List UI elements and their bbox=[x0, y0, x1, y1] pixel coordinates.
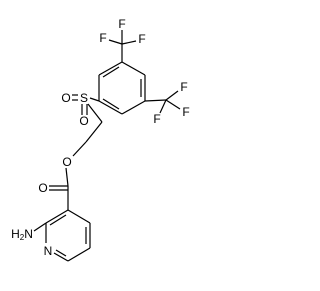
bond bbox=[55, 249, 67, 257]
bond bbox=[165, 99, 181, 110]
atom-label: O bbox=[38, 181, 47, 195]
bond bbox=[53, 252, 69, 262]
atom-label-part: N bbox=[24, 227, 33, 241]
bond bbox=[144, 99, 167, 102]
bond bbox=[85, 121, 103, 143]
atom-label-part: 2 bbox=[20, 233, 25, 242]
atom-label-part: H bbox=[11, 227, 20, 241]
bond bbox=[102, 66, 120, 78]
bond bbox=[102, 98, 120, 110]
atom-label: F bbox=[180, 80, 187, 94]
bond bbox=[165, 90, 179, 101]
structure: F F F F F F S O O O O H2N N bbox=[11, 17, 190, 262]
atom-label: F bbox=[138, 32, 145, 46]
bond bbox=[49, 214, 67, 226]
bond bbox=[67, 247, 91, 262]
atom-label: S bbox=[80, 91, 88, 105]
atom-label: F bbox=[118, 17, 125, 31]
atom-label: H2N bbox=[11, 227, 33, 242]
atom-label: F bbox=[153, 112, 160, 126]
bonds bbox=[33, 30, 181, 262]
bond bbox=[45, 209, 69, 224]
atom-label: N bbox=[44, 244, 53, 258]
bond bbox=[65, 167, 69, 187]
atom-label: O bbox=[62, 155, 71, 169]
bond bbox=[98, 61, 123, 76]
bond bbox=[159, 99, 167, 114]
bond bbox=[121, 61, 146, 76]
atom-label: O bbox=[61, 91, 70, 105]
bond bbox=[98, 100, 123, 115]
bond bbox=[33, 222, 47, 232]
atom-label: F bbox=[182, 105, 189, 119]
atom-label: F bbox=[99, 31, 106, 45]
bond bbox=[72, 141, 87, 157]
bond bbox=[121, 40, 137, 45]
bond bbox=[87, 103, 103, 123]
bond bbox=[108, 39, 123, 45]
atom-label: O bbox=[79, 114, 88, 128]
bond bbox=[121, 100, 146, 115]
bond bbox=[89, 97, 100, 102]
bond bbox=[67, 209, 91, 224]
